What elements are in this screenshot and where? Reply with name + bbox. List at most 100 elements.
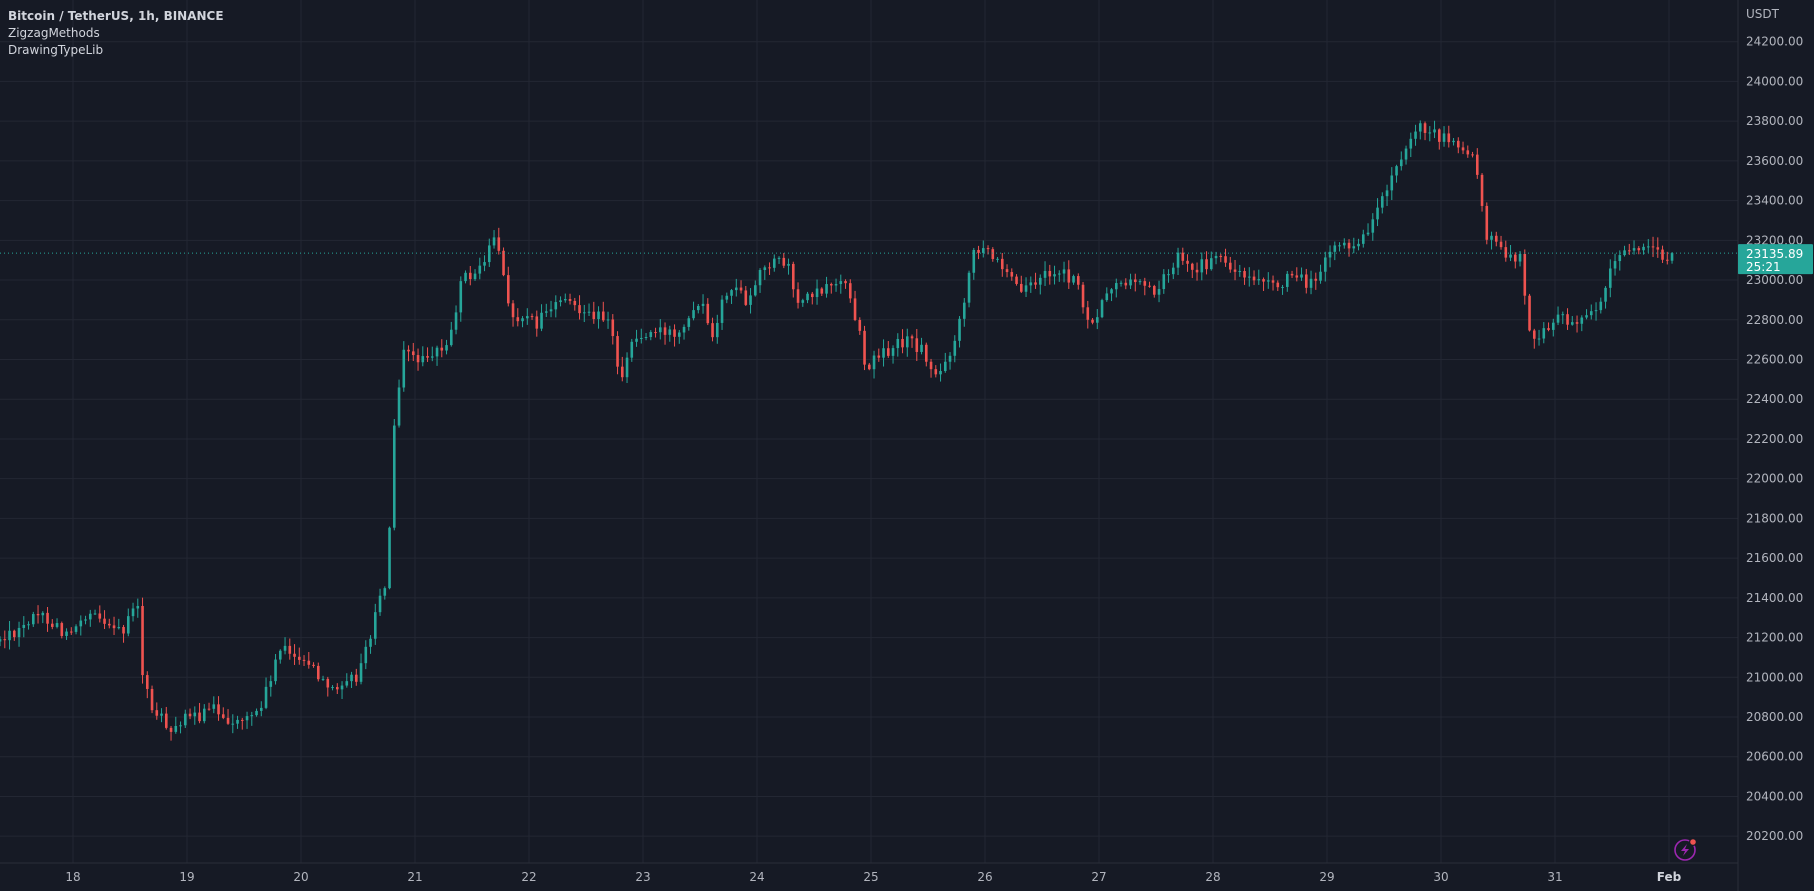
candle <box>41 611 45 624</box>
candle <box>1000 253 1004 277</box>
candle <box>1627 243 1631 255</box>
candle <box>1361 229 1365 248</box>
candle <box>791 261 795 298</box>
candle <box>1499 235 1503 250</box>
candle <box>468 265 472 286</box>
symbol-title[interactable]: Bitcoin / TetherUS, 1h, BINANCE <box>8 9 224 23</box>
candle <box>302 655 306 667</box>
candle <box>1471 151 1474 158</box>
candle <box>193 706 197 725</box>
candle <box>245 711 249 729</box>
candle <box>1176 247 1180 276</box>
candle <box>644 333 648 341</box>
candle <box>706 298 710 326</box>
candle <box>920 337 923 355</box>
candle <box>886 341 890 358</box>
candle <box>725 292 729 304</box>
candle <box>1475 148 1479 179</box>
candle <box>981 240 985 258</box>
candle <box>668 325 672 342</box>
candle <box>1319 264 1322 284</box>
candle <box>364 640 368 670</box>
candle <box>407 345 410 362</box>
candle <box>426 347 429 362</box>
candle <box>1556 306 1560 326</box>
candle <box>1209 251 1213 271</box>
price-tick-label: 24200.00 <box>1746 35 1803 49</box>
candle <box>269 675 273 697</box>
candle <box>383 586 387 600</box>
candle <box>188 708 192 720</box>
candle <box>202 704 206 724</box>
time-tick-label: 26 <box>977 870 992 884</box>
candle <box>910 334 914 348</box>
candle <box>126 608 130 637</box>
candle <box>635 329 638 347</box>
candle <box>744 285 748 307</box>
candle <box>1585 309 1588 320</box>
candle <box>611 314 615 345</box>
candle <box>1276 280 1280 292</box>
indicator-zigzag-methods[interactable]: ZigzagMethods <box>8 26 100 40</box>
candle <box>1390 167 1394 201</box>
candle <box>877 348 881 362</box>
candle <box>1171 262 1175 280</box>
candle <box>416 348 420 371</box>
candle <box>60 621 64 639</box>
price-tick-label: 21200.00 <box>1746 631 1803 645</box>
candle <box>1281 284 1284 295</box>
candle <box>810 291 814 305</box>
candle <box>1665 251 1669 265</box>
candle <box>141 597 144 684</box>
candle <box>720 295 724 330</box>
candle <box>1076 273 1080 290</box>
candle <box>74 624 78 635</box>
candle <box>136 598 140 618</box>
price-tick-label: 21800.00 <box>1746 511 1803 525</box>
candle <box>1608 259 1612 298</box>
candle <box>943 352 947 373</box>
candle <box>1043 261 1047 286</box>
candle <box>753 280 757 297</box>
candle <box>1480 173 1484 212</box>
candle <box>1447 125 1451 148</box>
candle <box>825 276 828 298</box>
candle <box>701 294 705 314</box>
candle <box>1604 286 1607 309</box>
candle <box>687 315 691 331</box>
candle <box>573 297 577 311</box>
candle <box>321 675 325 681</box>
lightning-bolt-icon[interactable] <box>1674 838 1698 861</box>
candle <box>1048 264 1052 285</box>
candle <box>1580 315 1584 332</box>
candle <box>715 314 719 344</box>
candle <box>3 630 7 649</box>
candle <box>924 342 928 367</box>
price-axis[interactable]: 20200.00 20400.00 20600.00 20800.00 21000.00… <box>1746 7 1803 843</box>
candle <box>88 609 92 627</box>
candle <box>516 308 520 327</box>
candle <box>820 287 824 297</box>
candle <box>459 276 463 322</box>
chart-legend: Bitcoin / TetherUS, 1h, BINANCE ZigzagMe… <box>8 8 224 59</box>
price-tick-label: 23200.00 <box>1746 233 1803 247</box>
candle <box>1623 245 1626 257</box>
candle <box>117 618 121 630</box>
candle <box>620 356 624 382</box>
time-tick-label: 19 <box>179 870 194 884</box>
candle <box>521 316 524 328</box>
candle <box>1148 281 1151 288</box>
candle <box>22 616 26 638</box>
candle <box>1347 239 1351 257</box>
time-axis[interactable]: 18 19 20 21 22 23 24 25 26 27 28 29 30 31 Feb <box>65 870 1681 884</box>
candle <box>1262 277 1265 291</box>
candle <box>863 325 866 371</box>
candle <box>1357 238 1360 251</box>
candle <box>1485 202 1489 245</box>
indicator-drawing-type-lib[interactable]: DrawingTypeLib <box>8 43 104 57</box>
grid-lines <box>0 0 1739 891</box>
candle <box>996 257 999 263</box>
